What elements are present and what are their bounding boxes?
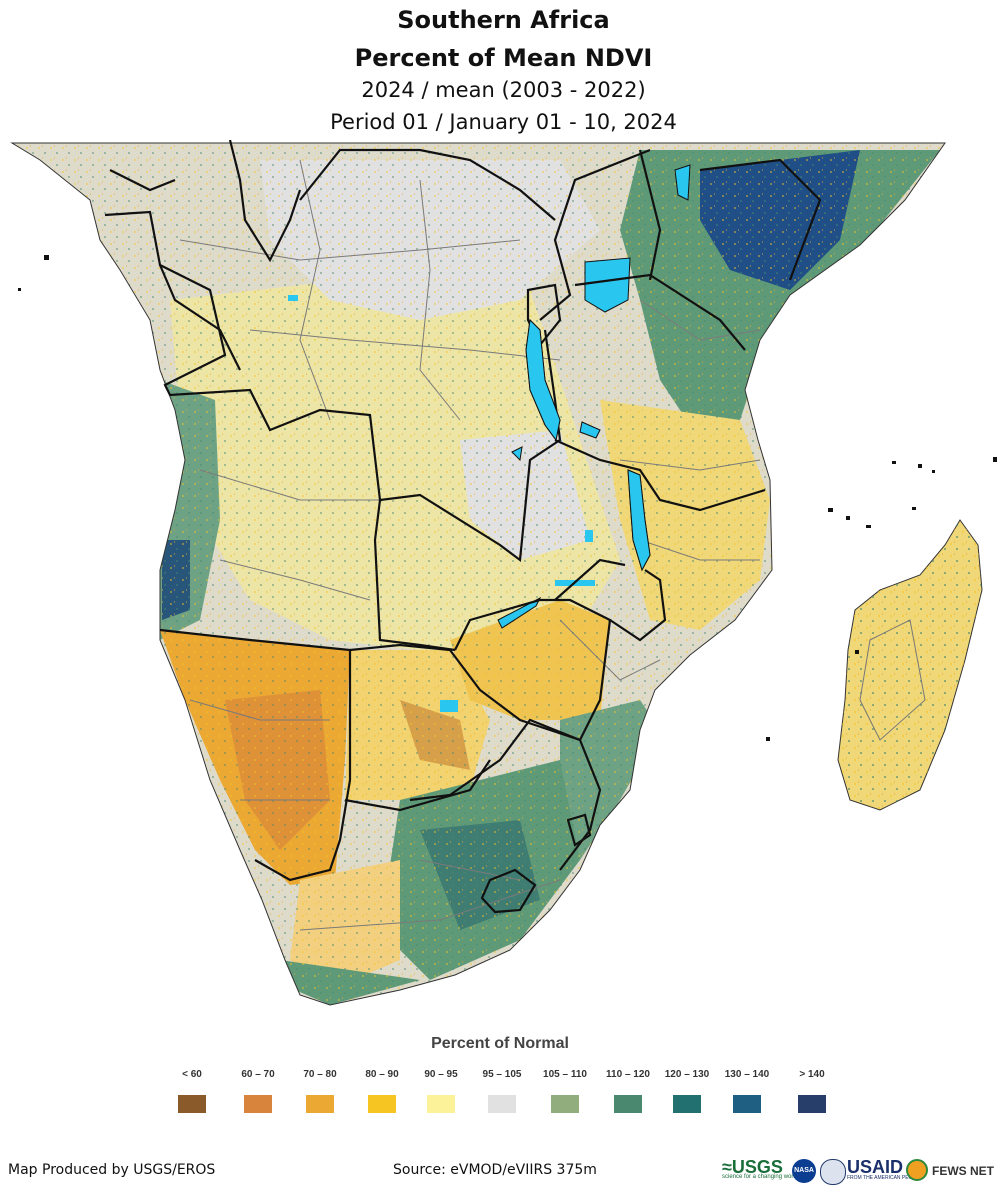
lesotho — [480, 868, 537, 914]
credit-text: Map Produced by USGS/EROS — [8, 1162, 216, 1178]
legend-swatch — [178, 1095, 206, 1113]
madagascar — [837, 519, 983, 811]
legend-swatch — [551, 1095, 579, 1113]
source-text: Source: eVMOD/eVIIRS 375m — [393, 1162, 597, 1178]
lake-rukwa — [579, 421, 601, 439]
legend-item: < 60 — [162, 1069, 222, 1113]
lake-turkana — [674, 164, 691, 201]
legend-swatch — [798, 1095, 826, 1113]
lake-kariba — [497, 596, 542, 629]
burundi-rwanda — [526, 283, 562, 348]
admin-boundaries — [179, 159, 761, 931]
legend-swatch — [488, 1095, 516, 1113]
legend-item: 110 – 120 — [598, 1069, 658, 1113]
usaid-logo: USAID FROM THE AMERICAN PEOPLE — [847, 1157, 922, 1181]
ndvi-map — [10, 140, 997, 1006]
legend-item: > 140 — [782, 1069, 842, 1113]
legend-label: 120 – 130 — [664, 1069, 710, 1080]
legend-item: 60 – 70 — [228, 1069, 288, 1113]
legend-swatch — [427, 1095, 455, 1113]
legend-label: > 140 — [799, 1069, 825, 1080]
legend-item: 95 – 105 — [472, 1069, 532, 1113]
legend-item: 130 – 140 — [717, 1069, 777, 1113]
eswatini — [566, 813, 592, 847]
nasa-logo: NASA — [792, 1159, 816, 1183]
map-subtitle: Percent of Mean NDVI — [354, 44, 653, 72]
islands — [18, 255, 997, 741]
national-borders — [104, 140, 822, 914]
legend-item: 70 – 80 — [290, 1069, 350, 1113]
legend-label: 90 – 95 — [424, 1069, 458, 1080]
mainland — [12, 143, 945, 1005]
map-period-label: Period 01 / January 01 - 10, 2024 — [330, 110, 677, 134]
legend-item: 120 – 130 — [657, 1069, 717, 1113]
legend-label: < 60 — [182, 1069, 202, 1080]
usgs-logo: ≈USGS science for a changing world — [722, 1157, 799, 1180]
legend-label: 80 – 90 — [365, 1069, 399, 1080]
legend-label: 110 – 120 — [606, 1069, 650, 1080]
legend-item: 90 – 95 — [411, 1069, 471, 1113]
map-baseline-label: 2024 / mean (2003 - 2022) — [361, 78, 646, 102]
fews-globe-icon — [906, 1159, 928, 1181]
legend-swatch — [244, 1095, 272, 1113]
legend-swatch — [306, 1095, 334, 1113]
legend-title: Percent of Normal — [431, 1035, 569, 1052]
legend-label: 60 – 70 — [241, 1069, 275, 1080]
legend-label: 130 – 140 — [724, 1069, 770, 1080]
legend-item: 105 – 110 — [535, 1069, 595, 1113]
lake-tanganyika-top — [525, 318, 561, 442]
legend-label: 70 – 80 — [303, 1069, 337, 1080]
legend-swatch — [368, 1095, 396, 1113]
state-seal-icon — [820, 1159, 846, 1185]
legend-item: 80 – 90 — [352, 1069, 412, 1113]
lake-mweru — [511, 446, 523, 462]
map-title: Southern Africa — [397, 6, 610, 34]
legend-label: 95 – 105 — [482, 1069, 522, 1080]
lake-malawi-top — [627, 469, 651, 572]
legend-label: 105 – 110 — [543, 1069, 587, 1080]
logo-strip: ≈USGS science for a changing world NASA … — [722, 1155, 1002, 1187]
legend-swatch — [733, 1095, 761, 1113]
legend-swatch — [614, 1095, 642, 1113]
fewsnet-logo: FEWS NET — [932, 1164, 994, 1178]
legend-swatch — [673, 1095, 701, 1113]
lake-victoria — [584, 257, 631, 313]
